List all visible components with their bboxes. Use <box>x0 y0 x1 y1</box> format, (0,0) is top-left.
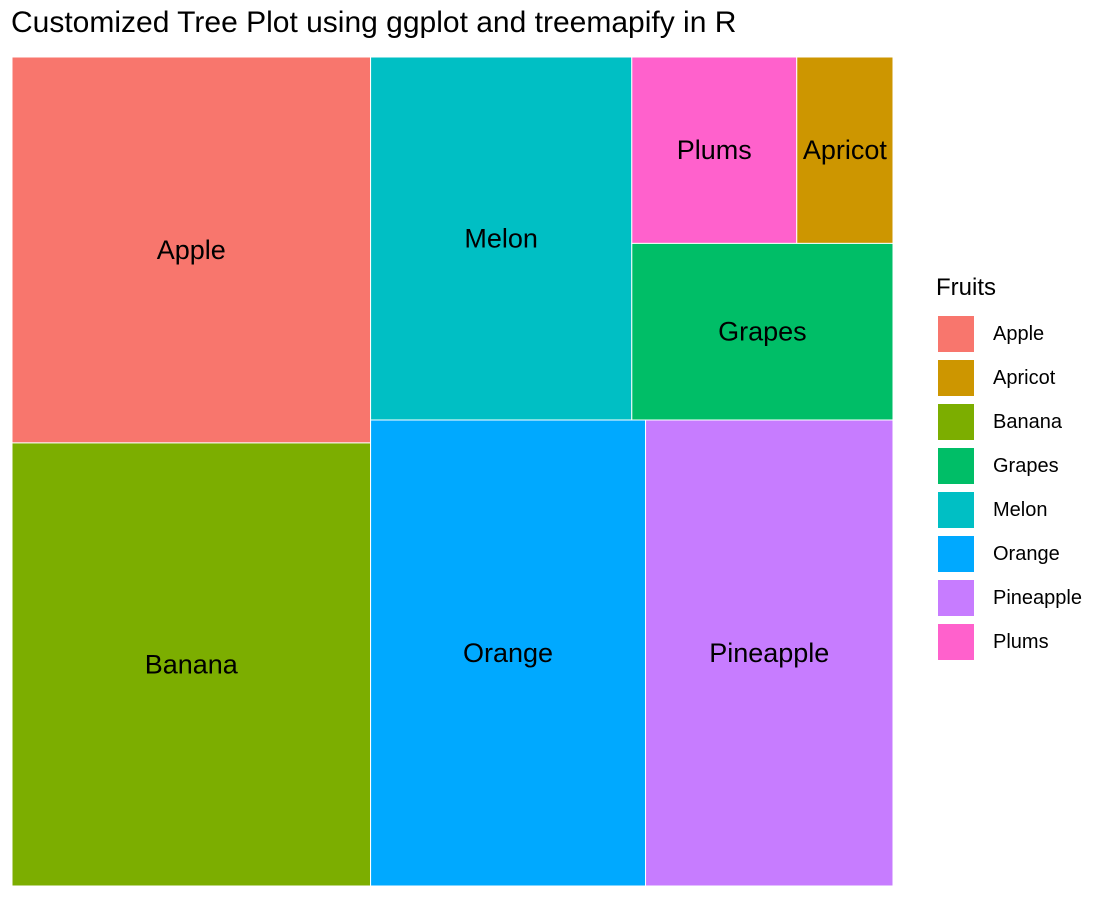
tile-label-plums: Plums <box>677 135 752 165</box>
legend-key-grapes <box>936 446 976 486</box>
tile-pineapple <box>645 419 894 887</box>
tile-label-apricot: Apricot <box>803 135 888 165</box>
tile-banana <box>11 442 372 887</box>
legend-item-banana: Banana <box>936 402 1062 446</box>
tile-label-melon: Melon <box>464 223 538 253</box>
tile-label-grapes: Grapes <box>718 317 807 347</box>
legend-key-pineapple <box>936 578 976 618</box>
legend-label-orange: Orange <box>993 543 1060 565</box>
legend: Fruits Apple Apricot Banana Grapes Melon Oran… <box>936 274 1082 666</box>
legend-label-banana: Banana <box>993 411 1062 433</box>
legend-label-grapes: Grapes <box>993 455 1059 477</box>
chart-title: Customized Tree Plot using ggplot and tr… <box>11 6 737 39</box>
legend-item-apple: Apple <box>936 314 1044 358</box>
tile-label-orange: Orange <box>463 638 553 668</box>
legend-item-melon: Melon <box>936 490 1047 534</box>
legend-key-banana <box>936 402 976 442</box>
legend-label-melon: Melon <box>993 499 1048 521</box>
legend-item-pineapple: Pineapple <box>936 578 1082 622</box>
tile-orange <box>370 419 647 887</box>
legend-item-apricot: Apricot <box>936 358 1055 402</box>
tile-label-banana: Banana <box>145 649 239 679</box>
legend-key-apple <box>936 314 976 354</box>
legend-key-apricot <box>936 358 976 398</box>
legend-key-orange <box>936 534 976 574</box>
legend-label-pineapple: Pineapple <box>993 587 1082 609</box>
legend-label-plums: Plums <box>993 631 1049 653</box>
tile-plums <box>631 56 798 244</box>
tile-grapes <box>631 242 894 421</box>
legend-item-plums: Plums <box>936 622 1049 666</box>
legend-title: Fruits <box>936 274 996 301</box>
tile-apple <box>11 56 372 444</box>
tile-melon <box>370 56 633 421</box>
legend-item-orange: Orange <box>936 534 1060 578</box>
tile-label-apple: Apple <box>157 235 226 265</box>
legend-key-plums <box>936 622 976 662</box>
tile-label-pineapple: Pineapple <box>709 638 829 668</box>
legend-items: Apple Apricot Banana Grapes Melon Orange Pinea… <box>936 314 1082 666</box>
legend-item-grapes: Grapes <box>936 446 1059 490</box>
legend-key-melon <box>936 490 976 530</box>
legend-label-apricot: Apricot <box>993 367 1056 389</box>
legend-label-apple: Apple <box>993 323 1045 345</box>
